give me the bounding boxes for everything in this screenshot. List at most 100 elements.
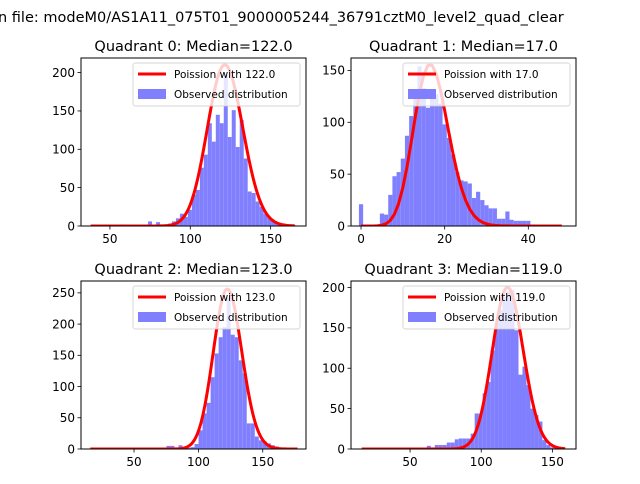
figure-suptitle: n file: modeM0/AS1A11_075T01_9000005244_… (0, 10, 564, 26)
histogram-bar (496, 218, 502, 226)
histogram-bar (214, 353, 219, 449)
histogram-bar (501, 218, 506, 226)
histogram-bar (505, 211, 510, 226)
subplot-title: Quadrant 3: Median=119.0 (364, 262, 562, 278)
y-tick-label: 200 (52, 66, 75, 80)
histogram-bar (442, 444, 447, 449)
legend-bars-label: Observed distribution (444, 312, 558, 324)
histogram-bar (526, 385, 531, 449)
y-tick-label: 50 (330, 402, 345, 416)
legend-curve-label: Poission with 122.0 (174, 69, 275, 81)
histogram-bar (538, 421, 543, 449)
y-tick-label: 50 (330, 167, 345, 181)
legend-bars-label: Observed distribution (174, 89, 288, 101)
legend: Poission with 119.0 Observed distribution (402, 285, 571, 330)
y-tick-label: 100 (52, 143, 75, 157)
y-tick-label: 150 (322, 64, 345, 78)
histogram-bar (514, 330, 519, 449)
histogram-bar (492, 208, 497, 226)
histogram-bar (267, 218, 272, 226)
histogram-bar (218, 337, 223, 449)
axes-frame (80, 57, 307, 227)
histogram-bar (222, 327, 227, 449)
histogram-bar (458, 438, 463, 449)
histogram-bar (234, 337, 239, 449)
histogram-bar (426, 445, 431, 449)
subplot-title: Quadrant 2: Median=123.0 (94, 262, 292, 278)
histogram-bar (392, 176, 397, 226)
histogram-bar (421, 88, 426, 226)
histogram-bar (235, 146, 240, 226)
plot-area (358, 63, 562, 226)
histogram-bar (467, 183, 472, 226)
histogram-bar (170, 445, 175, 449)
histogram-bar (207, 123, 212, 226)
legend: Poission with 122.0 Observed distribution (132, 62, 301, 107)
y-tick-label: 200 (322, 281, 345, 295)
histogram-bar (206, 402, 211, 449)
histogram-bar (226, 297, 231, 449)
histogram-bar (210, 377, 215, 449)
histogram-bar (434, 444, 439, 449)
histogram-bar (510, 289, 515, 449)
y-tick-label: 100 (52, 380, 75, 394)
y-tick-label: 250 (52, 286, 75, 300)
histogram-bar (478, 413, 483, 449)
histogram-bar (459, 180, 464, 226)
histogram-bar (470, 433, 475, 449)
histogram-bar (542, 440, 547, 449)
legend-bars-swatch (138, 312, 166, 322)
histogram-bar (250, 423, 255, 449)
legend-curve-label: Poission with 119.0 (444, 292, 545, 304)
histogram-bar (522, 366, 527, 449)
histogram-bar (413, 95, 418, 226)
histogram-bar (183, 216, 188, 226)
plot-area (90, 63, 296, 226)
histogram-bar (476, 191, 481, 226)
histogram-bar (502, 297, 507, 449)
x-tick-label: 100 (470, 455, 493, 469)
histogram-bar (238, 360, 243, 449)
y-tick-label: 100 (322, 362, 345, 376)
histogram-bar (384, 214, 389, 226)
poisson-curve (361, 285, 566, 449)
histogram-bar (434, 94, 439, 226)
histogram-bar (471, 198, 477, 226)
histogram-bar (482, 393, 487, 449)
histogram-bar (450, 154, 456, 226)
y-tick-label: 150 (322, 321, 345, 335)
histogram-bar (379, 213, 385, 226)
x-tick-label: 40 (521, 232, 536, 246)
y-tick-label: 50 (60, 411, 75, 425)
histogram-bar (230, 334, 235, 449)
y-tick-label: 0 (337, 219, 345, 233)
subplot-quadrant-3: 50 100 150 0 50 100 150 200 Quadrant 3: Median=1… (322, 262, 577, 469)
histogram-bar (231, 110, 236, 226)
histogram-bar (450, 442, 455, 449)
legend-bars-label: Observed distribution (174, 312, 288, 324)
histogram-bar (517, 220, 523, 226)
histogram-bar (488, 208, 493, 226)
y-tick-label: 0 (67, 219, 75, 233)
histogram-bar (438, 103, 443, 226)
legend: Poission with 123.0 Observed distribution (132, 285, 301, 330)
legend-box (132, 285, 301, 330)
subplot-quadrant-2: 50 100 150 0 50 100 150 200 250 Quadrant 2: Media… (52, 262, 307, 469)
legend: Poission with 17.0 Observed distribution (402, 62, 571, 107)
histogram-bar (462, 438, 467, 449)
histogram-bar (490, 350, 495, 449)
x-tick-label: 100 (179, 232, 202, 246)
y-tick-label: 200 (52, 317, 75, 331)
histogram-bar (191, 194, 196, 226)
histogram-bar (156, 222, 161, 226)
histogram-bar (417, 66, 422, 226)
poisson-curve (90, 287, 298, 449)
y-tick-label: 100 (322, 116, 345, 130)
histogram-bar (484, 205, 489, 226)
y-tick-label: 0 (337, 442, 345, 456)
x-tick-label: 150 (251, 455, 274, 469)
histogram-bar (480, 200, 485, 226)
histogram-bar (259, 206, 264, 226)
histogram-bar (148, 221, 153, 226)
